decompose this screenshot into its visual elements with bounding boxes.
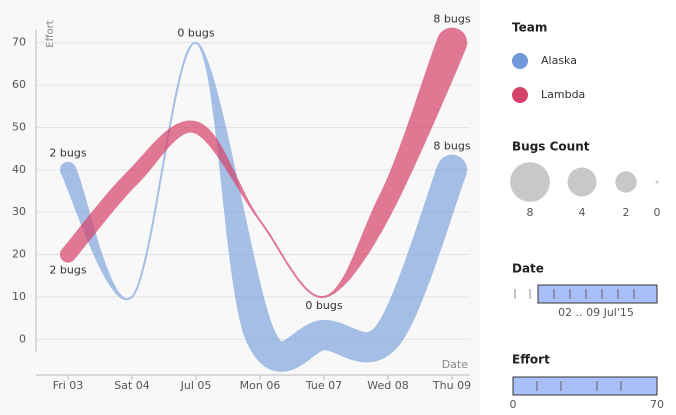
legend-label: Alaska [541, 54, 577, 67]
series-band [60, 41, 467, 372]
series-group [59, 27, 468, 299]
y-tick-label: 70 [12, 36, 26, 49]
effort-slider[interactable] [512, 376, 658, 396]
size-legend-circle [655, 180, 659, 184]
data-label: 0 bugs [177, 27, 214, 40]
x-tick-label: Fri 03 [53, 379, 84, 392]
y-tick-label: 20 [12, 248, 26, 261]
x-tick-label: Sat 04 [114, 379, 150, 392]
legend-title: Team [512, 21, 547, 35]
size-legend-label: 2 [623, 206, 630, 219]
point [436, 154, 468, 185]
x-tick-label: Mon 06 [240, 379, 281, 392]
legend-label: Lambda [541, 88, 585, 101]
size-legend-circle [567, 167, 597, 197]
data-label: 2 bugs [49, 147, 86, 160]
y-axis-title: Effort [45, 20, 56, 47]
legend-swatch [512, 53, 528, 69]
point [323, 295, 325, 298]
y-tick-label: 30 [12, 205, 26, 218]
size-legend-label: 8 [527, 206, 534, 219]
size-legend-title: Bugs Count [512, 140, 590, 154]
x-tick-label: Thu 09 [432, 379, 471, 392]
date-slider[interactable] [537, 284, 658, 304]
legend-swatch [512, 87, 528, 103]
date-filter-label: 02 .. 09 Jul'15 [558, 306, 634, 319]
x-tick-label: Jul 05 [180, 379, 212, 392]
y-tick-label: 40 [12, 163, 26, 176]
size-legend-label: 0 [654, 206, 661, 219]
y-tick-label: 0 [19, 332, 26, 345]
data-label: 8 bugs [433, 140, 470, 153]
data-label: 2 bugs [49, 264, 86, 277]
data-label: 8 bugs [433, 13, 470, 26]
effort-min: 0 [510, 398, 517, 411]
y-tick-label: 50 [12, 120, 26, 133]
x-tick-label: Tue 07 [305, 379, 342, 392]
y-tick-label: 10 [12, 290, 26, 303]
effort-filter-title: Effort [512, 353, 550, 367]
point [308, 319, 340, 351]
point [59, 246, 77, 263]
series-group [59, 41, 468, 372]
point [436, 27, 468, 58]
point [59, 161, 77, 178]
point [259, 219, 261, 222]
x-tick-label: Wed 08 [367, 379, 408, 392]
size-legend-circle [615, 171, 637, 193]
effort-max: 70 [650, 398, 664, 411]
point [372, 319, 404, 351]
point [190, 121, 202, 134]
x-axis-title: Date [442, 358, 469, 371]
size-legend-label: 4 [579, 206, 586, 219]
point [244, 319, 276, 351]
point [378, 189, 398, 210]
point [195, 41, 197, 44]
data-label: 0 bugs [305, 299, 342, 312]
point [123, 170, 141, 187]
date-filter-title: Date [512, 262, 544, 276]
point [131, 295, 133, 298]
series-band [61, 37, 467, 299]
size-legend-circle [510, 162, 550, 202]
y-tick-label: 60 [12, 78, 26, 91]
